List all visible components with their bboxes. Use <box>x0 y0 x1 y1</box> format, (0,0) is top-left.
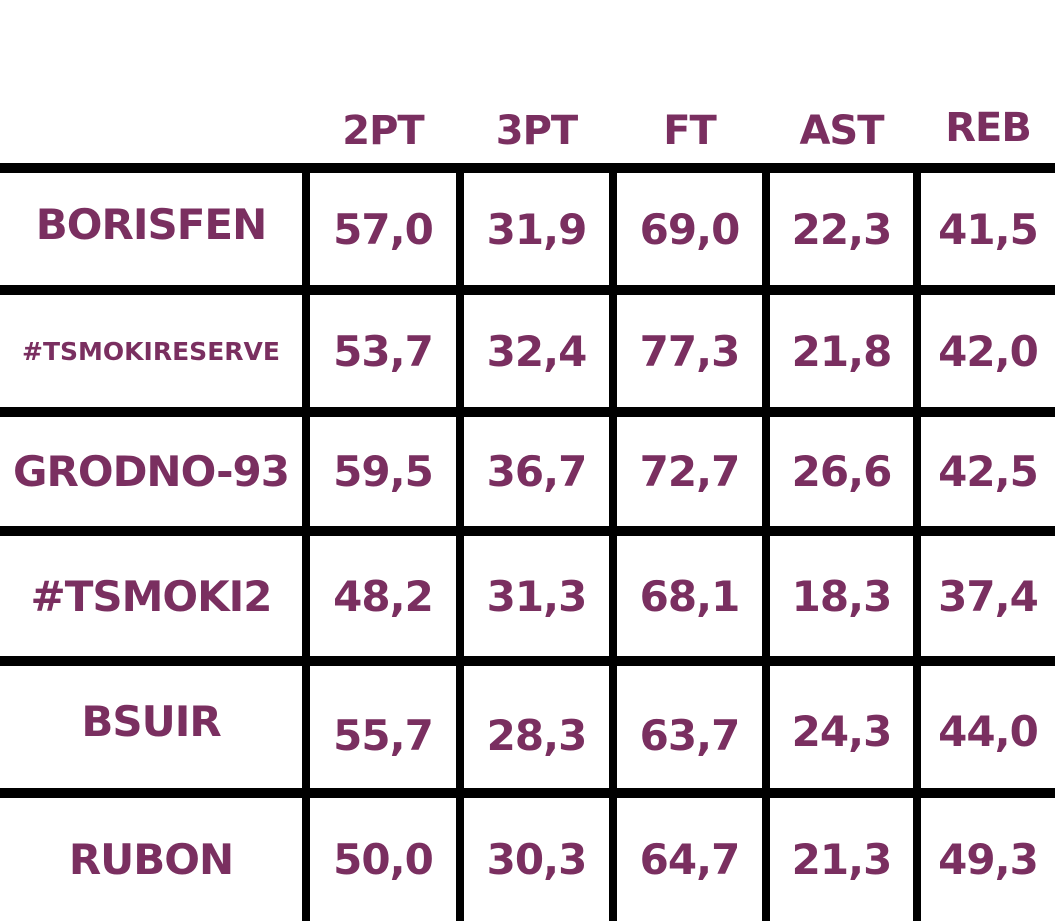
team-name: #TSMOKIRESERVE <box>22 336 280 366</box>
stat-ast: 24,3 <box>791 706 893 756</box>
column-divider <box>302 165 310 921</box>
stat-reb: 41,5 <box>938 204 1039 254</box>
stat-reb: 49,3 <box>938 835 1039 884</box>
stat-3pt: 32,4 <box>486 326 588 376</box>
row-divider <box>0 285 1055 295</box>
column-divider <box>762 165 770 921</box>
stat-2pt: 48,2 <box>333 571 434 621</box>
column-divider <box>609 165 617 921</box>
stat-ft: 69,0 <box>639 204 741 254</box>
stat-ft: 77,3 <box>639 326 741 376</box>
stat-ft: 72,7 <box>639 447 741 496</box>
team-name: BSUIR <box>81 696 221 746</box>
stat-2pt: 59,5 <box>333 447 434 496</box>
stat-reb: 44,0 <box>938 706 1039 756</box>
column-header-2pt: 2PT <box>342 108 424 154</box>
stat-ft: 63,7 <box>639 710 741 760</box>
row-divider <box>0 407 1055 417</box>
stat-ast: 21,3 <box>791 835 893 884</box>
column-header-ft: FT <box>663 108 717 154</box>
stat-ast: 21,8 <box>791 326 893 376</box>
column-divider <box>913 165 921 921</box>
column-header-ast: AST <box>799 108 884 154</box>
stat-3pt: 31,3 <box>486 571 588 621</box>
stat-3pt: 31,9 <box>486 204 588 254</box>
stat-reb: 42,0 <box>938 326 1039 376</box>
stat-ft: 64,7 <box>639 835 741 884</box>
column-divider <box>456 165 464 921</box>
row-divider <box>0 788 1055 798</box>
row-divider <box>0 656 1055 666</box>
stat-2pt: 50,0 <box>333 835 434 884</box>
stat-2pt: 53,7 <box>333 326 434 376</box>
row-divider <box>0 526 1055 536</box>
stat-reb: 42,5 <box>938 447 1039 496</box>
row-divider <box>0 163 1055 173</box>
team-name: GRODNO-93 <box>13 447 290 496</box>
stat-ft: 68,1 <box>639 571 741 621</box>
team-name: #TSMOKI2 <box>30 571 273 621</box>
stat-3pt: 28,3 <box>486 710 588 760</box>
stat-ast: 26,6 <box>791 447 893 496</box>
stat-2pt: 55,7 <box>333 710 434 760</box>
stat-ast: 22,3 <box>791 204 893 254</box>
team-name: RUBON <box>68 835 234 884</box>
team-name: BORISFEN <box>35 199 267 249</box>
stat-3pt: 36,7 <box>486 447 588 496</box>
column-header-3pt: 3PT <box>495 108 578 154</box>
stat-reb: 37,4 <box>938 571 1039 621</box>
stat-ast: 18,3 <box>791 571 893 621</box>
stat-3pt: 30,3 <box>486 835 588 884</box>
column-header-reb: REB <box>945 105 1032 151</box>
stat-2pt: 57,0 <box>333 204 434 254</box>
